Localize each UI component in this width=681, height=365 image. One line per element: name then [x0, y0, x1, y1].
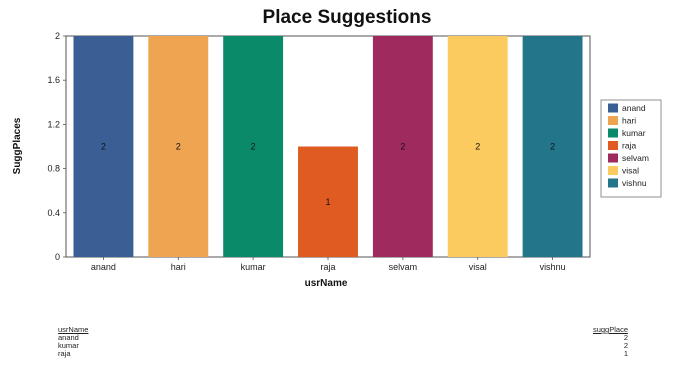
y-tick-label: 1.6: [47, 75, 60, 85]
summary-row: anand 2: [58, 334, 628, 342]
legend: anand hari kumar raja selvam visal vishnu: [600, 99, 662, 198]
summary-row-name: anand: [58, 333, 79, 342]
legend-label-raja: raja: [622, 141, 636, 151]
bar-kumar: [223, 36, 284, 257]
y-tick-label: 0.8: [47, 164, 60, 174]
bar-visal: [447, 36, 508, 257]
legend-swatch-visal: [608, 166, 618, 175]
data-label-raja: 1: [325, 197, 330, 207]
x-axis-title: usrName: [305, 278, 348, 289]
data-label-kumar: 2: [251, 142, 256, 152]
summary-table: usrName suggPlace anand 2 kumar 2 raja 1: [58, 326, 628, 358]
summary-row-value: 2: [623, 341, 628, 350]
bar-hari: [148, 36, 209, 257]
data-label-hari: 2: [176, 142, 181, 152]
x-tick-label: hari: [171, 262, 186, 272]
bar-anand: [73, 36, 134, 257]
legend-swatch-selvam: [608, 153, 618, 163]
legend-swatch-raja: [608, 141, 618, 150]
bar-chart: Place Suggestions 2 2 2 1 2 2 2 0 0.4 0.8 1.2 1.6 2…: [12, 7, 662, 289]
summary-row-value: 1: [623, 349, 628, 358]
x-tick-label: vishnu: [540, 262, 566, 272]
chart-title: Place Suggestions: [263, 7, 432, 28]
x-tick-label: visal: [469, 262, 487, 272]
summary-header-name: usrName: [58, 325, 89, 334]
x-tick-label: selvam: [389, 262, 418, 272]
bar-raja: [298, 146, 358, 257]
summary-header-row: usrName suggPlace: [58, 326, 628, 334]
summary-row-name: raja: [58, 349, 71, 358]
summary-header-value: suggPlace: [592, 325, 628, 334]
bar-vishnu: [522, 36, 583, 257]
legend-label-visal: visal: [622, 166, 639, 176]
legend-swatch-anand: [608, 103, 618, 113]
summary-row-value: 2: [623, 333, 628, 342]
data-label-visal: 2: [475, 142, 480, 152]
y-tick-label: 1.2: [47, 119, 60, 129]
data-label-vishnu: 2: [550, 142, 555, 152]
summary-row: raja 1: [58, 350, 628, 358]
bar-selvam: [372, 36, 433, 257]
legend-label-kumar: kumar: [622, 128, 646, 138]
x-tick-label: kumar: [241, 262, 266, 272]
x-tick-label: raja: [320, 262, 335, 272]
x-tick-label: anand: [91, 262, 116, 272]
legend-label-anand: anand: [622, 103, 646, 113]
data-label-selvam: 2: [400, 142, 405, 152]
y-tick-label: 2: [55, 31, 60, 41]
legend-swatch-vishnu: [608, 178, 618, 188]
legend-swatch-kumar: [608, 128, 618, 138]
y-axis-title: SuggPlaces: [12, 117, 23, 174]
summary-row: kumar 2: [58, 342, 628, 350]
y-tick-label: 0.4: [47, 208, 60, 218]
legend-label-selvam: selvam: [622, 153, 649, 163]
summary-row-name: kumar: [58, 341, 79, 350]
legend-label-vishnu: vishnu: [622, 178, 647, 188]
legend-swatch-hari: [608, 116, 618, 125]
legend-label-hari: hari: [622, 116, 636, 126]
y-tick-label: 0: [55, 252, 60, 262]
data-label-anand: 2: [101, 142, 106, 152]
